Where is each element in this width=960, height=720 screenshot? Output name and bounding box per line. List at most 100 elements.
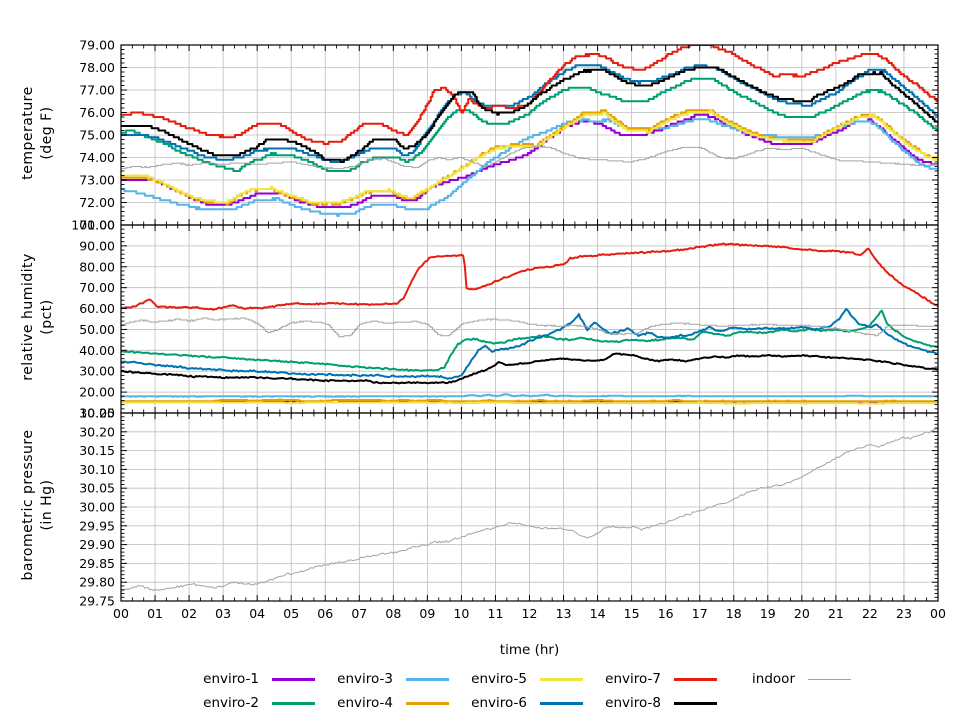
x-tick-label: 06 xyxy=(317,606,333,621)
x-tick-label: 02 xyxy=(181,606,197,621)
x-tick-label: 15 xyxy=(624,606,640,621)
panel-temperature: 79.00 78.00 77.00 76.00 75.00 74.00 73.00 72.00… xyxy=(79,38,939,233)
legend-label-enviro-4: enviro-4 xyxy=(337,695,393,711)
y-tick-label-pressure: 29.90 xyxy=(79,537,115,552)
x-tick-label: 03 xyxy=(215,606,231,621)
y-tick-label-humidity: 10.00 xyxy=(79,406,115,421)
legend-label-indoor: indoor xyxy=(752,671,795,687)
y-tick-label-temperature: 73.00 xyxy=(79,173,115,188)
series-temperature-enviro-2 xyxy=(121,77,938,172)
y-axis-title-temperature-units: (deg F) xyxy=(39,106,55,160)
x-tick-label: 21 xyxy=(828,606,844,621)
y-tick-label-humidity: 70.00 xyxy=(79,280,115,295)
y-tick-label-humidity: 20.00 xyxy=(79,385,115,400)
y-tick-label-humidity: 60.00 xyxy=(79,301,115,316)
x-tick-label: 00 xyxy=(930,606,946,621)
x-axis-title: time (hr) xyxy=(499,642,560,658)
y-axis-title-humidity: relative humidity xyxy=(20,253,36,381)
x-tick-label: 19 xyxy=(760,606,776,621)
y-tick-label-humidity: 40.00 xyxy=(79,343,115,358)
series-humidity-indoor xyxy=(121,317,938,338)
y-axis-title-humidity-units: (pct) xyxy=(39,299,55,335)
legend-swatch-enviro-6 xyxy=(540,701,583,705)
series-temperature-enviro-1 xyxy=(121,113,938,208)
y-tick-label-temperature: 79.00 xyxy=(79,38,115,53)
legend-label-enviro-2: enviro-2 xyxy=(203,695,259,711)
legend-label-enviro-3: enviro-3 xyxy=(337,671,393,687)
legend-swatch-enviro-5 xyxy=(540,677,583,681)
y-tick-label-pressure: 29.85 xyxy=(79,556,115,571)
series-temperature-enviro-8 xyxy=(121,66,938,163)
legend-swatch-enviro-2 xyxy=(272,701,315,705)
y-tick-label-humidity: 90.00 xyxy=(79,238,115,253)
series-humidity-enviro-8 xyxy=(121,352,938,385)
series-humidity-enviro-4 xyxy=(121,398,938,403)
legend-label-enviro-6: enviro-6 xyxy=(471,695,527,711)
x-tick-label: 05 xyxy=(283,606,299,621)
x-tick-label: 18 xyxy=(726,606,742,621)
x-tick-label: 11 xyxy=(488,606,504,621)
x-tick-label: 07 xyxy=(351,606,367,621)
y-tick-label-humidity: 80.00 xyxy=(79,259,115,274)
x-tick-label: 04 xyxy=(249,606,265,621)
panel-humidity: 100.00 90.00 80.00 70.00 60.00 50.00 40.00 30.0… xyxy=(71,218,939,421)
y-tick-label-humidity: 30.00 xyxy=(79,364,115,379)
y-tick-label-temperature: 75.00 xyxy=(79,128,115,143)
series-humidity-enviro-7 xyxy=(121,242,938,311)
series-humidity-enviro-5 xyxy=(121,401,938,405)
y-tick-label-pressure: 30.00 xyxy=(79,500,115,515)
y-tick-label-pressure: 30.15 xyxy=(79,443,115,458)
y-tick-label-pressure: 30.10 xyxy=(79,462,115,477)
y-tick-label-temperature: 78.00 xyxy=(79,60,115,75)
x-tick-label: 22 xyxy=(862,606,878,621)
panel-pressure: 30.25 30.20 30.15 30.10 30.05 30.00 29.95 29.90… xyxy=(79,406,939,609)
x-tick-label: 16 xyxy=(658,606,674,621)
y-tick-label-pressure: 29.80 xyxy=(79,575,115,590)
y-axis-title-temperature: temperature xyxy=(20,86,36,180)
x-tick-label: 14 xyxy=(590,606,606,621)
y-axis-title-pressure-units: (in Hg) xyxy=(39,479,55,531)
y-tick-label-temperature: 71.00 xyxy=(79,218,115,233)
y-tick-label-humidity: 50.00 xyxy=(79,322,115,337)
legend-label-enviro-7: enviro-7 xyxy=(605,671,661,687)
series-temperature-enviro-6 xyxy=(121,64,938,163)
legend-swatch-enviro-8 xyxy=(674,701,717,705)
y-tick-label-pressure: 30.05 xyxy=(79,481,115,496)
legend-swatch-enviro-3 xyxy=(406,677,449,681)
x-tick-label: 20 xyxy=(794,606,810,621)
x-tick-label: 12 xyxy=(522,606,538,621)
series-pressure-indoor xyxy=(121,427,938,593)
y-tick-label-pressure: 29.95 xyxy=(79,518,115,533)
x-tick-label: 08 xyxy=(385,606,401,621)
x-tick-label: 00 xyxy=(113,606,129,621)
series-temperature-indoor xyxy=(121,145,938,170)
series-humidity-enviro-3 xyxy=(121,393,938,398)
legend-swatch-indoor xyxy=(808,678,851,680)
x-tick-label: 09 xyxy=(419,606,435,621)
series-humidity-enviro-2 xyxy=(121,309,938,372)
y-tick-label-humidity: 100.00 xyxy=(71,218,115,233)
series-humidity-enviro-6 xyxy=(121,308,938,380)
y-tick-label-pressure: 29.75 xyxy=(79,594,115,609)
legend-swatch-enviro-7 xyxy=(674,677,717,681)
y-tick-label-pressure: 30.25 xyxy=(79,406,115,421)
y-tick-label-temperature: 74.00 xyxy=(79,150,115,165)
x-tick-label: 23 xyxy=(896,606,912,621)
x-tick-label: 17 xyxy=(692,606,708,621)
series-temperature-enviro-5 xyxy=(121,109,938,204)
legend-label-enviro-1: enviro-1 xyxy=(203,671,259,687)
legend-swatch-enviro-4 xyxy=(406,701,449,705)
legend-label-enviro-5: enviro-5 xyxy=(471,671,527,687)
y-tick-label-temperature: 76.00 xyxy=(79,105,115,120)
y-axis-title-pressure: barometric pressure xyxy=(20,429,36,581)
legend-label-enviro-8: enviro-8 xyxy=(605,695,661,711)
y-tick-label-temperature: 72.00 xyxy=(79,195,115,210)
x-tick-label: 13 xyxy=(556,606,572,621)
y-tick-label-pressure: 30.20 xyxy=(79,424,115,439)
x-tick-label: 01 xyxy=(147,606,163,621)
legend-swatch-enviro-1 xyxy=(272,677,315,681)
x-tick-label: 10 xyxy=(453,606,469,621)
